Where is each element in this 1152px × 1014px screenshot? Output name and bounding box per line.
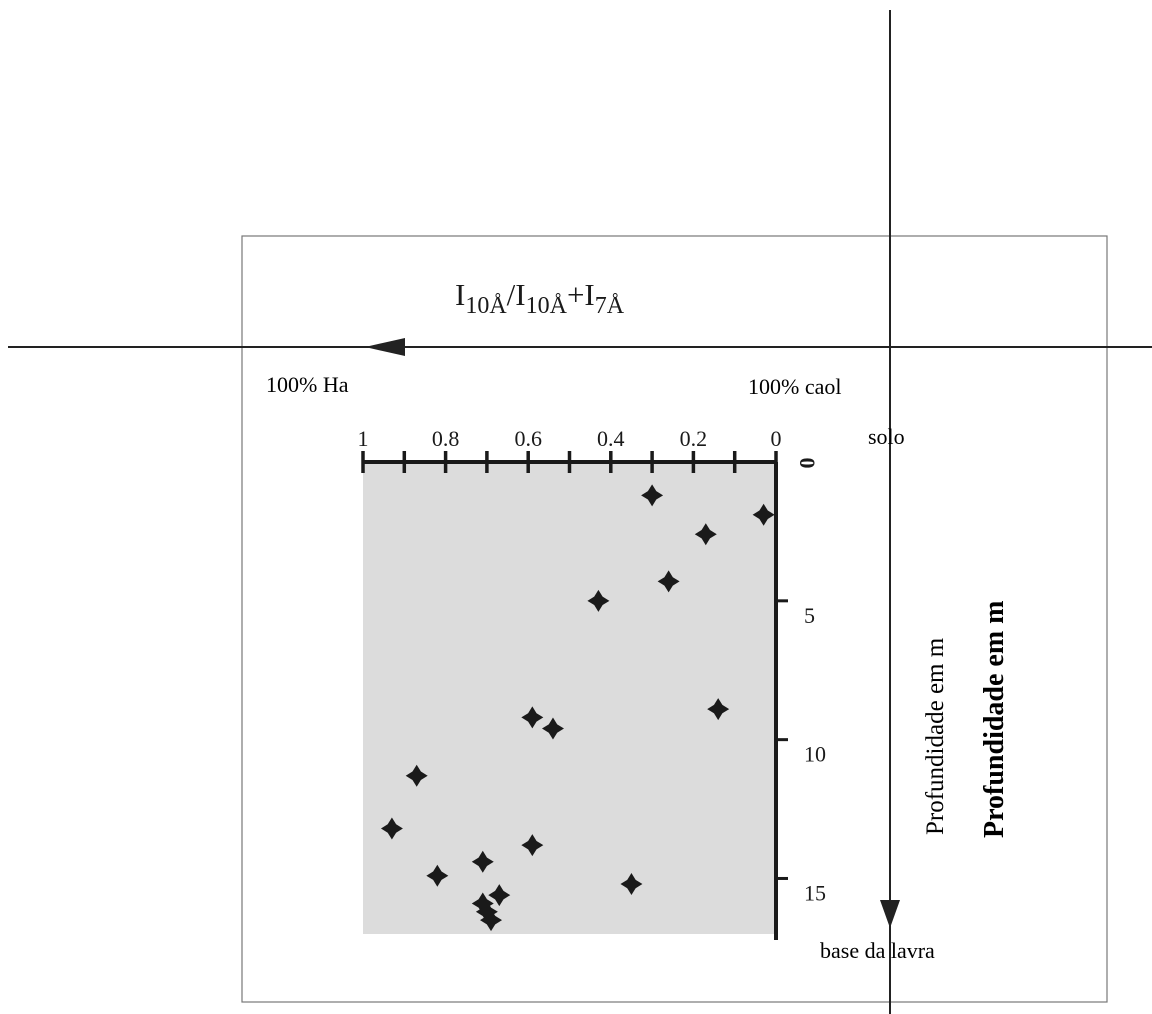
chart-title: I10Å/I10Å+I7Å (455, 277, 625, 319)
top-label-solo: solo (868, 424, 905, 449)
data-point (752, 503, 775, 526)
data-point (707, 698, 730, 721)
data-point (541, 717, 564, 740)
bottom-label-base: base da lavra (820, 938, 935, 963)
left-end-label: 100% Ha (266, 372, 349, 397)
x-tick-label: 0.6 (514, 426, 542, 451)
data-point (641, 484, 664, 507)
data-point (405, 764, 428, 787)
data-point (426, 864, 449, 887)
title-sub-3: 7Å (595, 293, 625, 319)
y-tick-label: 15 (804, 880, 826, 905)
title-part-base: I (455, 277, 465, 312)
data-point (488, 884, 511, 907)
title-sub-2: 10Å (526, 293, 568, 319)
left-arrow-icon (365, 338, 405, 356)
y-tick-label: 0 (795, 458, 820, 469)
y-axis-title-bold: Profundidade em m (979, 601, 1010, 839)
down-arrow-icon (880, 900, 900, 928)
x-tick-label: 0 (771, 426, 782, 451)
data-point (620, 873, 643, 896)
figure-frame (241, 235, 1108, 1003)
data-point (694, 523, 717, 546)
y-tick-labels: 0 5 10 15 (795, 458, 826, 906)
x-tick-label: 0.8 (432, 426, 460, 451)
data-point (471, 892, 494, 915)
x-tick-label: 0.4 (597, 426, 625, 451)
y-tick-label: 5 (804, 603, 815, 628)
data-point (587, 589, 610, 612)
right-end-label: 100% caol (748, 374, 841, 399)
data-point (657, 570, 680, 593)
data-point (521, 834, 544, 857)
x-tick-label: 0.2 (680, 426, 708, 451)
y-tick-label: 10 (804, 742, 826, 767)
title-sub-1: 10Å (465, 293, 507, 319)
x-tick-label: 1 (358, 426, 369, 451)
y-axis-title: Profundidade em m (922, 637, 949, 835)
title-plus: +I (567, 277, 595, 312)
data-point (480, 909, 503, 932)
data-point (475, 900, 498, 923)
data-points (380, 484, 775, 932)
data-point (471, 850, 494, 873)
title-slash: /I (507, 277, 526, 312)
x-tick-labels: 1 0.8 0.6 0.4 0.2 0 (358, 426, 782, 451)
data-point (380, 817, 403, 840)
chart-axes (361, 451, 788, 940)
data-point (521, 706, 544, 729)
